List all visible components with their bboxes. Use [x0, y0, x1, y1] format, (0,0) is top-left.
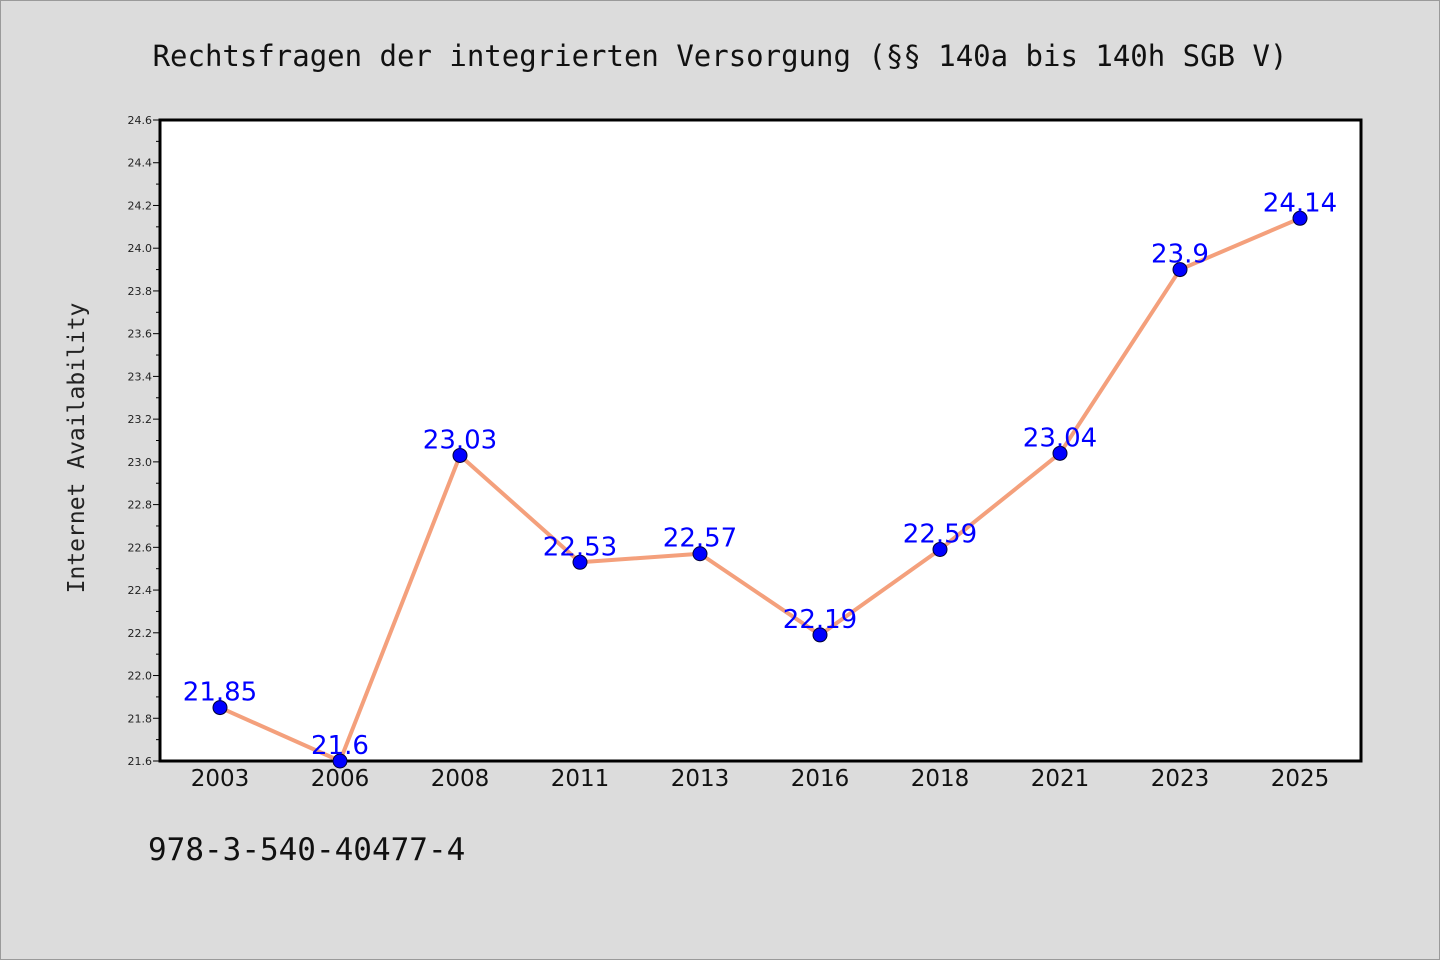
data-label: 22.53: [543, 532, 617, 562]
data-point: [332, 753, 348, 769]
data-point: [452, 447, 468, 463]
series-1: 21.85 21.6 23.03 22.53 22.57 22.19 22.59 23.04 2…: [183, 188, 1337, 769]
x-axis: 2003 2006 2008 2011 2013 2016 2018 2021 2023 2025: [191, 766, 1330, 792]
y-tick-label: 24.2: [128, 199, 153, 212]
y-tick-label: 22.4: [128, 584, 153, 597]
x-tick-label: 2006: [311, 766, 370, 792]
x-tick-label: 2016: [791, 766, 850, 792]
x-tick-label: 2003: [191, 766, 250, 792]
y-tick-label: 21.6: [128, 755, 153, 768]
data-point: [212, 700, 228, 716]
x-tick-label: 2018: [911, 766, 970, 792]
x-tick-label: 2025: [1271, 766, 1330, 792]
plot-area: [158, 118, 1363, 763]
x-tick-label: 2011: [551, 766, 610, 792]
y-tick-label: 22.8: [128, 499, 153, 512]
data-point: [692, 546, 708, 562]
data-label: 21.6: [311, 731, 369, 761]
y-axis-label: Internet Availability: [64, 303, 90, 594]
data-point: [812, 627, 828, 643]
x-tick-label: 2013: [671, 766, 730, 792]
y-tick-label: 21.8: [128, 712, 153, 725]
data-label: 21.85: [183, 678, 257, 708]
data-label: 22.19: [783, 605, 857, 635]
data-label: 22.57: [663, 524, 737, 554]
y-tick-label: 24.0: [128, 242, 153, 255]
series-line: [219, 216, 1301, 763]
y-tick-label: 22.2: [128, 627, 153, 640]
y-tick-label: 23.0: [128, 456, 153, 469]
y-tick-label: 22.0: [128, 670, 153, 683]
data-point: [932, 541, 948, 557]
chart-title: Rechtsfragen der integrierten Versorgung…: [153, 39, 1288, 73]
y-tick-label: 23.4: [128, 370, 153, 383]
y-tick-label: 22.6: [128, 541, 153, 554]
data-label: 23.04: [1023, 423, 1097, 453]
data-point: [572, 554, 588, 570]
x-tick-label: 2008: [431, 766, 490, 792]
data-label: 23.9: [1151, 240, 1209, 270]
data-label: 23.03: [423, 425, 497, 455]
isbn-text: 978-3-540-40477-4: [148, 832, 466, 868]
y-tick-label: 23.2: [128, 413, 153, 426]
data-point: [1172, 262, 1188, 278]
y-tick-label: 23.8: [128, 285, 153, 298]
y-tick-label: 24.4: [128, 157, 153, 170]
data-point: [1292, 210, 1308, 226]
y-tick-label: 23.6: [128, 328, 153, 341]
y-tick-label: 24.6: [128, 114, 153, 127]
x-tick-label: 2021: [1031, 766, 1090, 792]
data-label: 24.14: [1263, 188, 1337, 218]
x-tick-label: 2023: [1151, 766, 1210, 792]
data-point: [1052, 445, 1068, 461]
y-axis: 21.6 21.8 22.0 22.2 22.4 22.6 22.8 23.0 23.2 23.4…: [128, 114, 160, 768]
data-label: 22.59: [903, 519, 977, 549]
